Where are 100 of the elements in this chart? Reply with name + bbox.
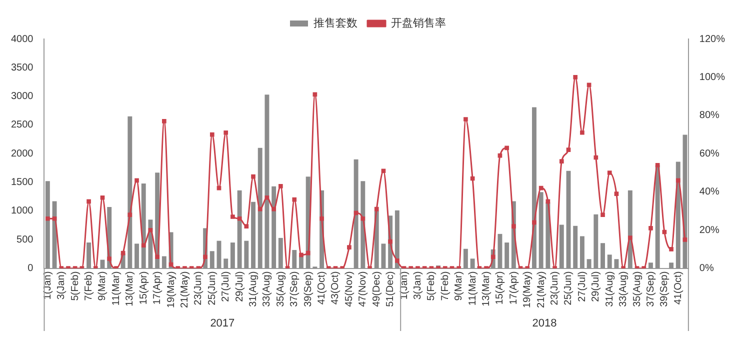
x-tick-label: 35(Aug) (632, 271, 643, 307)
x-tick-label: 27(Jul) (220, 271, 232, 302)
bar (600, 243, 605, 268)
x-tick-label: 43(Oct) (330, 271, 342, 305)
bar (607, 254, 612, 268)
x-tick-label: 5(Feb) (70, 271, 81, 301)
x-tick-label: 9(Mar) (97, 271, 108, 301)
bar (86, 242, 92, 268)
x-tick-label: 23(Jun) (550, 271, 561, 306)
bar (532, 107, 536, 268)
bar (251, 202, 256, 268)
y2-tick-label: 60% (699, 148, 720, 160)
x-tick-label: 39(Sep) (659, 271, 670, 307)
bar (669, 262, 674, 268)
bar (237, 190, 242, 268)
bar (244, 240, 249, 268)
y-tick-label: 2000 (10, 148, 34, 160)
x-tick-label: 41(Oct) (672, 271, 684, 305)
y-tick-label: 3500 (10, 62, 34, 74)
x-tick-label: 15(Apr) (138, 271, 150, 305)
bar (573, 226, 578, 268)
y-tick-label: 2500 (10, 120, 34, 131)
x-tick-label: 5(Feb) (426, 271, 438, 301)
x-tick-label: 31(Aug) (604, 271, 616, 307)
x-tick-label: 29(Jul) (590, 271, 602, 302)
x-tick-label: 21(May) (179, 271, 190, 308)
y-tick-label: 3000 (10, 91, 34, 102)
y-tick-label: 0 (28, 263, 34, 274)
bar (614, 259, 619, 268)
x-tick-label: 25(Jun) (563, 271, 574, 306)
x-tick-label: 17(Apr) (508, 271, 520, 305)
x-tick-label: 37(Sep) (645, 271, 656, 307)
bar (134, 244, 139, 268)
x-tick-label: 7(Feb) (440, 271, 451, 301)
y-tick-label: 1500 (10, 177, 34, 188)
bar (264, 94, 270, 268)
bar (278, 238, 283, 268)
x-tick-label: 45(Nov) (344, 271, 355, 307)
bar (354, 159, 358, 268)
x-tick-label: 31(Aug) (248, 271, 260, 307)
x-tick-label: 25(Jun) (206, 271, 218, 306)
x-tick-label: 29(Jul) (234, 271, 246, 302)
y2-tick-label: 80% (699, 110, 720, 122)
text: 2018 (532, 318, 557, 330)
legend-label: 开盘销售率 (391, 16, 446, 30)
bar (463, 248, 468, 268)
x-tick-label: 1(Jan) (398, 271, 410, 300)
y2-tick-label: 0% (699, 263, 714, 274)
bar (224, 258, 228, 268)
x-tick-label: 23(Jun) (193, 271, 204, 306)
y2-tick-label: 20% (699, 224, 720, 236)
y2-tick-label: 100% (699, 72, 726, 83)
bar (381, 244, 386, 268)
x-tick-label: 11(Mar) (110, 271, 122, 306)
x-tick-label: 1(Jan) (42, 271, 54, 300)
bar (594, 214, 598, 268)
x-tick-label: 13(Mar) (481, 271, 492, 306)
bar (559, 224, 564, 268)
bar (538, 192, 544, 268)
bar (272, 186, 276, 268)
y-tick-label: 500 (16, 234, 34, 246)
x-tick-label: 13(Mar) (124, 271, 136, 306)
bar (45, 181, 50, 268)
x-tick-label: 37(Sep) (289, 271, 300, 307)
bar (292, 250, 297, 268)
x-tick-label: 3(Jan) (56, 271, 68, 300)
bar (586, 259, 592, 268)
bar (470, 258, 475, 268)
x-tick-label: 17(Apr) (152, 271, 164, 305)
x-tick-label: 7(Feb) (84, 271, 95, 301)
bar (498, 234, 502, 268)
x-tick-label: 3(Jan) (412, 271, 424, 300)
x-tick-label: 33(Aug) (618, 271, 630, 307)
bar (504, 242, 510, 268)
y-tick-label: 1000 (10, 206, 34, 217)
x-tick-label: 35(Aug) (275, 271, 286, 307)
bar (580, 236, 584, 268)
bar (230, 242, 235, 268)
bar (394, 210, 400, 268)
x-tick-label: 41(Oct) (316, 271, 328, 305)
legend-label: 推售套数 (314, 18, 358, 30)
x-tick-label: 9(Mar) (454, 271, 465, 301)
x-tick-label: 27(Jul) (576, 271, 588, 302)
x-tick-label: 19(May) (522, 271, 534, 308)
x-tick-label: 51(Dec) (385, 271, 396, 307)
bar (162, 256, 166, 268)
bar (648, 262, 653, 268)
y-tick-label: 4000 (10, 34, 34, 45)
x-tick-label: 47(Nov) (358, 271, 369, 307)
x-tick-label: 21(May) (536, 271, 547, 308)
y2-tick-label: 120% (699, 34, 726, 45)
bar (258, 148, 262, 268)
bar (128, 116, 132, 268)
x-tick-label: 33(Aug) (262, 271, 273, 307)
x-tick-label: 19(May) (166, 271, 177, 308)
x-tick-label: 49(Dec) (371, 271, 382, 307)
bar (210, 251, 214, 268)
y2-tick-label: 40% (699, 186, 720, 198)
x-tick-label: 15(Apr) (494, 271, 506, 305)
text: 2017 (210, 318, 235, 330)
